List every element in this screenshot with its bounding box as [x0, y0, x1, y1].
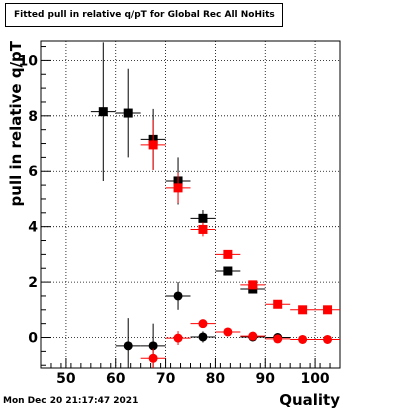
- plot-frame: [40, 40, 341, 369]
- series-circle-red: [140, 319, 340, 368]
- circle-marker: [198, 332, 208, 342]
- circle-marker: [198, 319, 208, 329]
- y-axis-label: pull in relative q/pT: [7, 40, 25, 206]
- y-tick-label: 0: [28, 331, 38, 347]
- square-marker: [248, 280, 258, 290]
- y-tick-label: 2: [28, 275, 38, 291]
- circle-marker: [323, 334, 333, 344]
- y-tick-label: 10: [19, 53, 39, 69]
- timestamp: Mon Dec 20 21:17:47 2021: [3, 396, 139, 406]
- data-series: [90, 42, 340, 368]
- x-tick-label: 100: [300, 371, 329, 387]
- square-marker: [198, 224, 208, 234]
- series-square-black: [90, 42, 266, 294]
- x-tick-label: 50: [56, 371, 76, 387]
- circle-marker: [298, 334, 308, 344]
- x-tick-label: 90: [256, 371, 276, 387]
- y-tick-label: 4: [28, 220, 38, 236]
- square-marker: [98, 107, 108, 117]
- circle-marker: [173, 333, 183, 343]
- circle-marker: [173, 291, 183, 301]
- circle-marker: [123, 341, 133, 351]
- x-tick-label: 60: [106, 371, 126, 387]
- circle-marker: [273, 334, 283, 344]
- square-marker: [323, 305, 333, 315]
- y-tick-label: 6: [28, 164, 38, 180]
- square-marker: [273, 299, 283, 309]
- square-marker: [223, 249, 233, 259]
- square-marker: [173, 183, 183, 193]
- axis-ticks: 50 60 70 80 90 100 0 2 4 6 8 10: [19, 46, 341, 387]
- y-tick-label: 8: [28, 109, 38, 125]
- square-marker: [123, 108, 133, 118]
- x-tick-label: 70: [156, 371, 176, 387]
- x-axis-label: Quality: [279, 391, 340, 409]
- chart-title: Fitted pull in relative q/pT for Global …: [14, 10, 275, 20]
- circle-marker: [148, 341, 158, 351]
- square-marker: [223, 266, 233, 276]
- circle-marker: [148, 353, 158, 363]
- circle-marker: [248, 331, 258, 341]
- square-marker: [298, 305, 308, 315]
- square-marker: [148, 140, 158, 150]
- circle-marker: [223, 327, 233, 337]
- series-square-red: [140, 119, 340, 315]
- grid: [41, 41, 340, 368]
- square-marker: [198, 213, 208, 223]
- x-tick-label: 80: [206, 371, 226, 387]
- title-box: Fitted pull in relative q/pT for Global …: [5, 3, 283, 27]
